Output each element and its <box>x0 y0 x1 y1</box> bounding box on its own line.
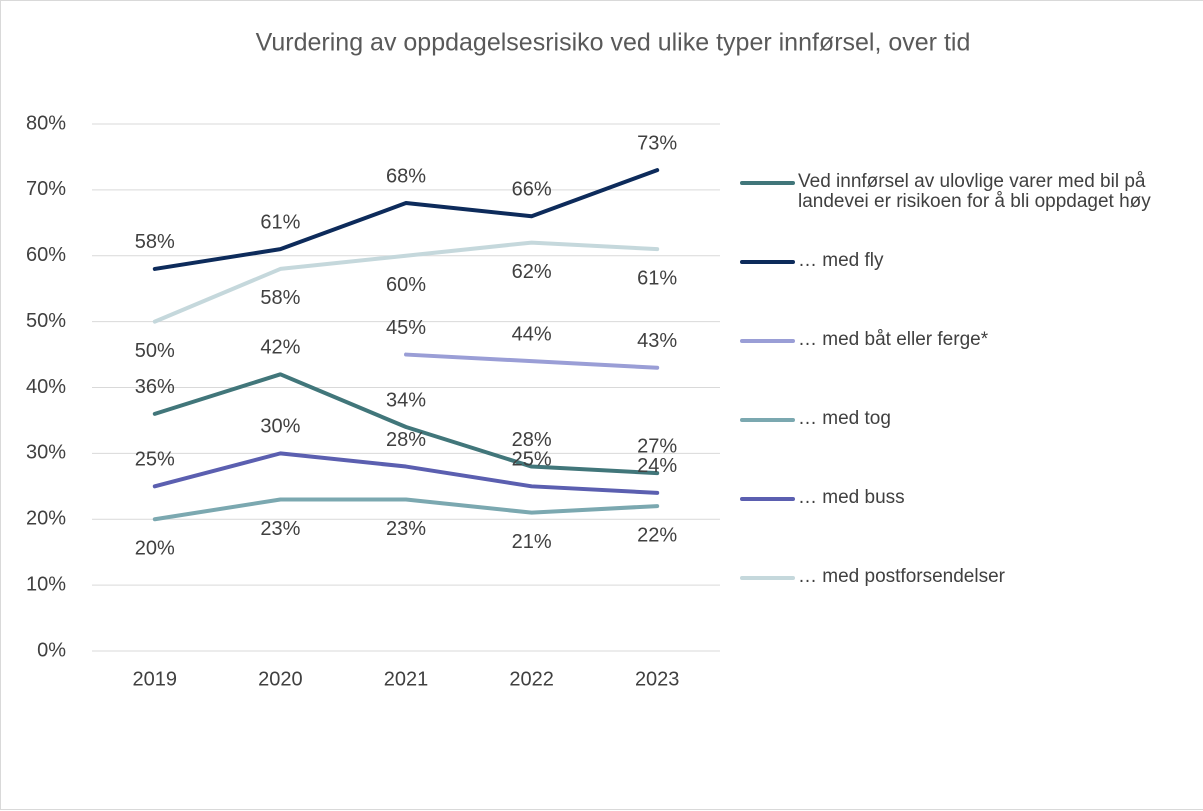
data-label: 34% <box>386 389 426 411</box>
y-tick-label: 10% <box>26 573 66 595</box>
data-label: 25% <box>135 449 175 471</box>
x-tick-label: 2022 <box>509 668 554 690</box>
data-label: 25% <box>512 449 552 471</box>
legend-swatch <box>740 497 795 501</box>
legend-swatch <box>740 339 795 343</box>
series-line <box>152 240 660 324</box>
data-label: 20% <box>135 538 175 560</box>
data-label: 44% <box>512 323 552 345</box>
data-label: 43% <box>637 330 677 352</box>
series-line <box>152 451 660 495</box>
y-tick-label: 40% <box>26 376 66 398</box>
series-line <box>152 497 660 522</box>
y-tick-label: 20% <box>26 508 66 530</box>
data-label: 50% <box>135 340 175 362</box>
data-label: 60% <box>386 274 426 296</box>
legend-item: … med tog <box>740 409 1203 429</box>
data-label: 73% <box>637 132 677 154</box>
data-label: 66% <box>512 179 552 201</box>
legend-label: Ved innførsel av ulovlige varer med bil … <box>798 171 1151 212</box>
legend-swatch <box>740 418 795 422</box>
series-line <box>404 352 660 370</box>
data-label: 30% <box>260 416 300 438</box>
data-label: 68% <box>386 165 426 187</box>
legend-label: … med tog <box>798 408 891 429</box>
x-tick-label: 2021 <box>384 668 429 690</box>
chart-title: Vurdering av oppdagelsesrisiko ved ulike… <box>256 29 971 57</box>
y-tick-label: 80% <box>26 112 66 134</box>
series-line <box>152 372 660 476</box>
data-label: 61% <box>637 267 677 289</box>
y-tick-label: 30% <box>26 442 66 464</box>
series-line <box>152 168 660 271</box>
data-label: 36% <box>135 376 175 398</box>
legend-swatch <box>740 260 795 264</box>
x-tick-label: 2019 <box>133 668 178 690</box>
legend-item: … med buss <box>740 488 1203 508</box>
data-label: 24% <box>637 455 677 477</box>
data-label: 22% <box>637 524 677 546</box>
legend-label: … med fly <box>798 250 884 271</box>
data-label: 58% <box>260 287 300 309</box>
legend-swatch <box>740 181 795 185</box>
data-label: 58% <box>135 231 175 253</box>
y-tick-label: 0% <box>37 639 66 661</box>
y-tick-label: 50% <box>26 310 66 332</box>
data-label: 42% <box>260 337 300 359</box>
x-tick-label: 2023 <box>635 668 680 690</box>
y-tick-label: 60% <box>26 244 66 266</box>
y-tick-label: 70% <box>26 178 66 200</box>
legend-item: Ved innførsel av ulovlige varer med bil … <box>740 172 1203 212</box>
data-label: 28% <box>386 429 426 451</box>
legend-item: … med båt eller ferge* <box>740 330 1203 350</box>
legend-label: … med postforsendelser <box>798 566 1005 587</box>
legend-label: … med båt eller ferge* <box>798 329 989 350</box>
legend-label: … med buss <box>798 487 905 508</box>
data-label: 62% <box>512 261 552 283</box>
x-tick-label: 2020 <box>258 668 303 690</box>
data-label: 27% <box>637 435 677 457</box>
legend-swatch <box>740 576 795 580</box>
data-label: 61% <box>260 211 300 233</box>
data-label: 28% <box>512 429 552 451</box>
data-label: 23% <box>260 518 300 540</box>
data-label: 45% <box>386 317 426 339</box>
legend-item: … med postforsendelser <box>740 567 1203 587</box>
legend-item: … med fly <box>740 251 1203 271</box>
data-label: 23% <box>386 518 426 540</box>
data-label: 21% <box>512 531 552 553</box>
